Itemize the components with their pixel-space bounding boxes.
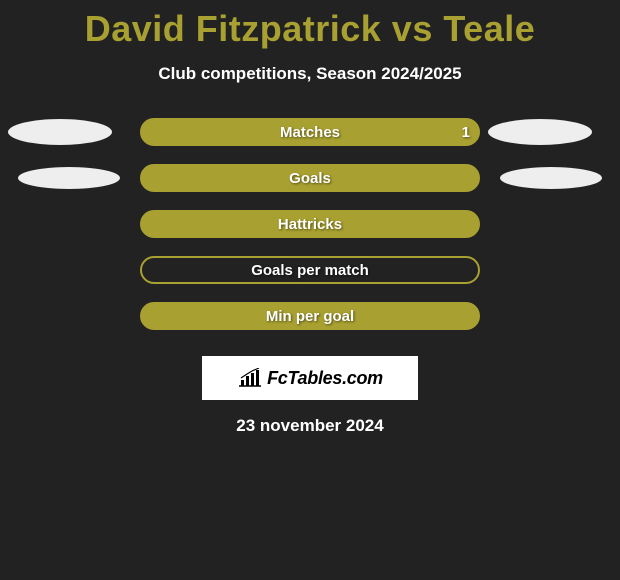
player-left-marker <box>18 167 120 189</box>
bar-chart-icon <box>237 368 263 388</box>
player-right-marker <box>488 119 592 145</box>
date-label: 23 november 2024 <box>0 416 620 436</box>
stat-row: Hattricks <box>0 210 620 256</box>
stat-row: Matches1 <box>0 118 620 164</box>
stat-pill <box>140 256 480 284</box>
player-left-marker <box>8 119 112 145</box>
page-title: David Fitzpatrick vs Teale <box>0 0 620 50</box>
stat-pill <box>140 164 480 192</box>
stat-value-right: 1 <box>462 118 470 146</box>
subtitle: Club competitions, Season 2024/2025 <box>0 64 620 84</box>
stat-row: Goals per match <box>0 256 620 302</box>
comparison-rows: Matches1GoalsHattricksGoals per matchMin… <box>0 118 620 348</box>
stat-row: Goals <box>0 164 620 210</box>
stat-row: Min per goal <box>0 302 620 348</box>
player-right-marker <box>500 167 602 189</box>
stat-pill <box>140 210 480 238</box>
logo-box: FcTables.com <box>202 356 418 400</box>
stat-pill <box>140 118 480 146</box>
logo-text: FcTables.com <box>267 368 383 389</box>
stat-pill <box>140 302 480 330</box>
